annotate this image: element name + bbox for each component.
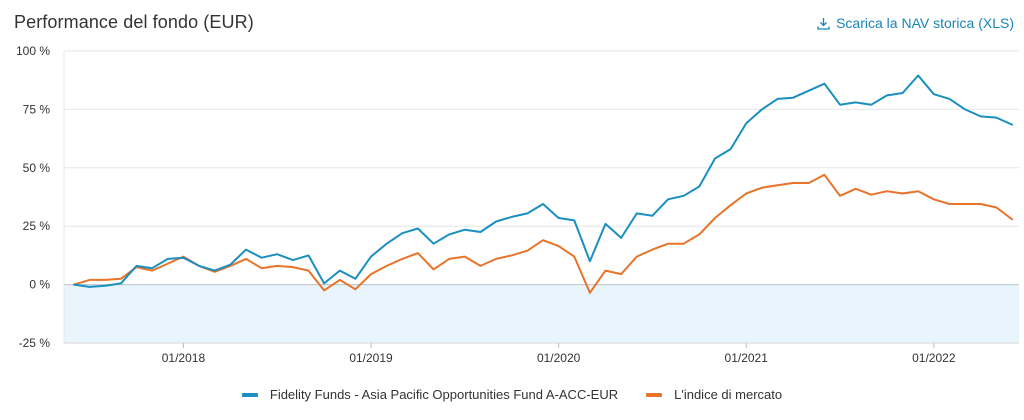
legend-item-fund[interactable]: Fidelity Funds - Asia Pacific Opportunit… — [241, 387, 619, 402]
y-tick-label: 100 % — [16, 44, 50, 58]
legend-swatch-index — [646, 392, 663, 397]
legend-item-index[interactable]: L'indice di mercato — [646, 387, 782, 402]
chart-title: Performance del fondo (EUR) — [14, 12, 254, 32]
x-tick-label: 01/2018 — [162, 351, 206, 365]
x-tick-label: 01/2021 — [725, 351, 769, 365]
negative-region — [64, 284, 1019, 343]
y-tick-label: 0 % — [29, 278, 50, 292]
y-tick-label: 50 % — [23, 161, 51, 175]
download-icon — [817, 17, 830, 30]
x-tick-label: 01/2020 — [537, 351, 581, 365]
x-tick-label: 01/2019 — [349, 351, 393, 365]
legend-label-index: L'indice di mercato — [674, 387, 783, 402]
y-tick-label: 25 % — [23, 219, 51, 233]
series-line-index — [73, 173, 1013, 294]
x-tick-label: 01/2022 — [912, 351, 956, 365]
y-tick-label: 75 % — [23, 102, 51, 116]
legend-swatch-fund — [241, 392, 258, 397]
series-line-fund — [73, 74, 1013, 288]
download-label: Scarica la NAV storica (XLS) — [836, 15, 1014, 31]
download-nav-link[interactable]: Scarica la NAV storica (XLS) — [817, 15, 1014, 31]
legend: Fidelity Funds - Asia Pacific Opportunit… — [0, 387, 1024, 402]
legend-label-fund: Fidelity Funds - Asia Pacific Opportunit… — [269, 387, 619, 402]
y-tick-label: -25 % — [19, 336, 51, 350]
